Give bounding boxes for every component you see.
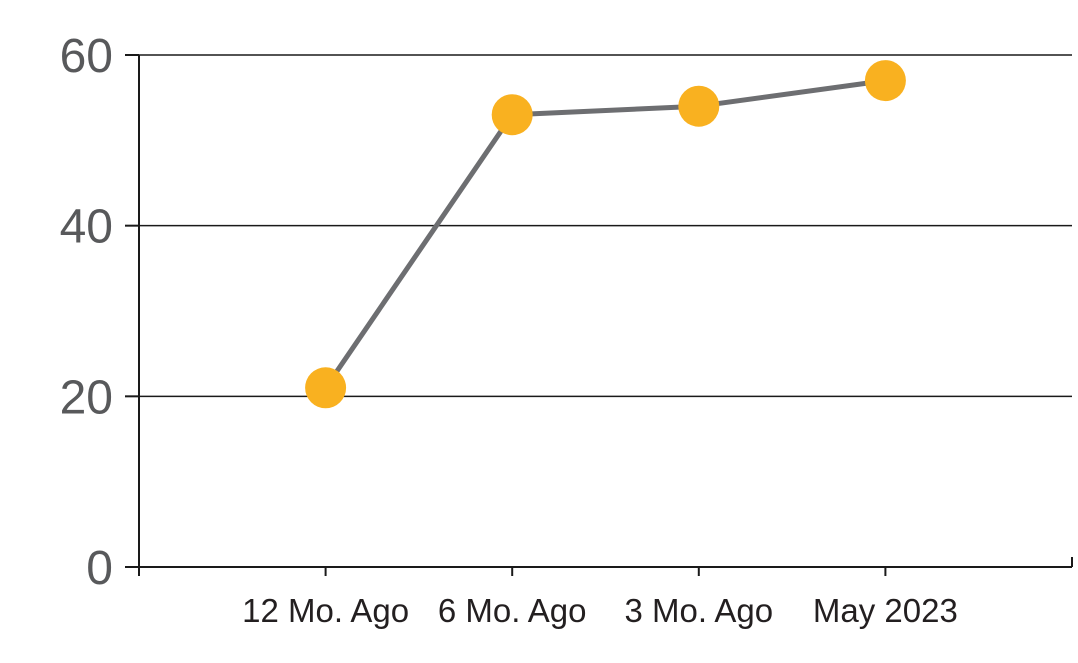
y-tick-label: 0	[86, 542, 113, 595]
x-tick-label: 3 Mo. Ago	[624, 592, 773, 629]
y-tick-label: 20	[60, 371, 113, 424]
series-line	[323, 78, 888, 391]
y-tick-label: 40	[60, 201, 113, 254]
data-point	[864, 60, 906, 102]
x-tick-label: 12 Mo. Ago	[242, 592, 409, 629]
data-point	[491, 94, 533, 136]
x-tick-label: 6 Mo. Ago	[438, 592, 587, 629]
data-point	[678, 85, 720, 127]
data-point	[305, 367, 347, 409]
x-tick-label: May 2023	[813, 592, 958, 629]
y-tick-label: 60	[60, 30, 113, 83]
